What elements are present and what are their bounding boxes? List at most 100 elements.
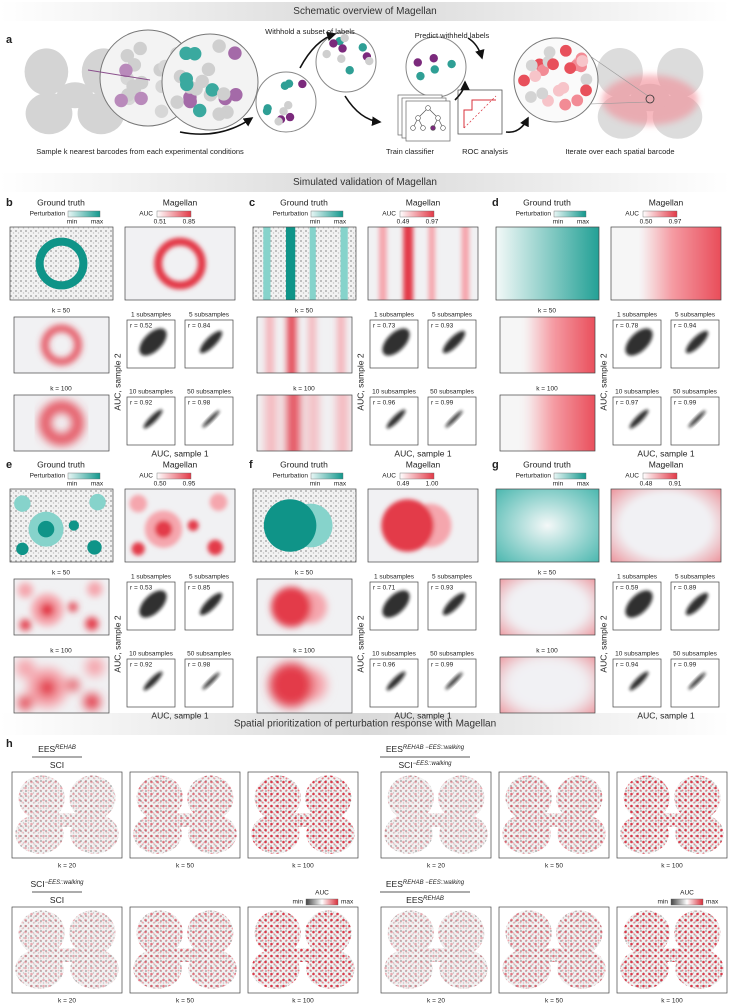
image-frame: [129, 771, 241, 859]
section-bar: [0, 2, 730, 21]
k-label: k = 50: [545, 998, 563, 1005]
image-frame: [610, 226, 722, 301]
legend-bar: [642, 472, 678, 480]
image: [10, 489, 113, 562]
legend-title: AUC: [625, 211, 639, 218]
correlation: r = 0.94: [674, 323, 697, 330]
correlation: r = 0.93: [431, 323, 454, 330]
legend-title: AUC: [139, 473, 153, 480]
flow-arrow: [344, 95, 382, 126]
ring: [35, 237, 88, 290]
image: [496, 489, 599, 562]
barcode-dot: [120, 48, 135, 63]
term-base: EES: [386, 744, 403, 754]
image-frame: [380, 771, 492, 859]
image-frame: [616, 771, 728, 859]
image-content: [381, 499, 452, 552]
axis-label: AUC, sample 2: [112, 353, 122, 410]
panel-a: a Withhold a subset of labels Predict with…: [6, 27, 704, 156]
term-sup: REHAB −EES::walking: [403, 745, 465, 751]
barcode-dot: [262, 106, 272, 116]
k-label: k = 100: [293, 386, 315, 393]
density-cloud: [139, 328, 167, 356]
stripe: [266, 317, 274, 373]
zoom-line: [589, 101, 649, 105]
correlation: r = 0.84: [188, 323, 211, 330]
image-frame: [610, 488, 722, 563]
subsample-label: 5 subsamples: [189, 312, 230, 319]
comparison: EESREHAB SCI k = 20 k = 50 k = 100: [11, 744, 359, 870]
subsample-label: 50 subsamples: [430, 651, 474, 658]
legend-max: 0.97: [426, 219, 439, 226]
legend-min: min: [310, 219, 321, 226]
image-frame: [252, 226, 357, 301]
image-content: [500, 395, 595, 451]
spot: [39, 602, 55, 618]
correlation: r = 0.97: [616, 400, 639, 407]
stripe: [309, 317, 315, 373]
spot: [37, 520, 55, 538]
legend-min: min: [293, 899, 304, 906]
image-content: [271, 586, 328, 628]
tissue-response: [251, 775, 355, 854]
image: [14, 317, 109, 373]
subsample-label: 1 subsamples: [617, 574, 658, 581]
legend-min: min: [658, 899, 669, 906]
subsample-label: 10 subsamples: [129, 389, 173, 396]
barcode-dot: [571, 94, 584, 107]
section-title: Schematic overview of Magellan: [293, 6, 436, 17]
subsample-label: 50 subsamples: [187, 389, 231, 396]
image-content: [266, 395, 348, 451]
column-title: Magellan: [649, 459, 684, 469]
image: [253, 489, 356, 562]
image-frame: [499, 394, 596, 452]
legend-max: max: [334, 481, 347, 488]
fraction-term: SCI−EES::walking: [30, 879, 84, 889]
density-cloud: [688, 672, 706, 690]
legend-min: min: [67, 219, 78, 226]
spot: [271, 586, 312, 628]
image-frame: [256, 656, 353, 714]
image: [10, 227, 113, 300]
axis-label: AUC, sample 1: [394, 448, 451, 458]
legend-title: AUC: [625, 473, 639, 480]
spot: [68, 520, 80, 531]
legend-bar: [156, 472, 192, 480]
spot: [187, 520, 199, 531]
step-label: Sample k nearest barcodes from each expe…: [36, 147, 244, 156]
axis-label: AUC, sample 1: [637, 448, 694, 458]
step-label: Predict withheld labels: [415, 31, 490, 40]
k-label: k = 20: [427, 998, 445, 1005]
image-frame: [498, 771, 610, 859]
image-frame: [129, 906, 241, 994]
density-cloud: [625, 328, 653, 356]
sample-link: [87, 69, 151, 81]
roc-diagonal: [463, 95, 497, 129]
image-frame: [252, 488, 357, 563]
legend-title: AUC: [139, 211, 153, 218]
image-content: [154, 237, 206, 290]
axis-label: AUC, sample 1: [151, 710, 208, 720]
correlation: r = 0.96: [373, 400, 396, 407]
image: [257, 395, 352, 451]
barcode-dot: [358, 43, 367, 52]
section-bar: [0, 713, 730, 735]
ring: [154, 237, 206, 290]
panel-label: f: [249, 459, 253, 471]
legend-max: max: [706, 899, 719, 906]
axis-label: AUC, sample 2: [355, 615, 365, 672]
comparison: EESREHAB −EES::walkingSCI−EES::walkingk …: [380, 744, 728, 870]
barcode-dot: [564, 62, 577, 74]
axis-label: AUC, sample 1: [394, 710, 451, 720]
k-label: k = 50: [545, 863, 563, 870]
legend-max: 1.00: [426, 481, 439, 488]
correlation: r = 0.92: [130, 400, 153, 407]
image-content: [14, 493, 106, 556]
k-label: k = 20: [58, 998, 76, 1005]
term-sup: −EES::walking: [45, 880, 85, 886]
correlation: r = 0.92: [130, 662, 153, 669]
barcode-dot: [192, 103, 207, 118]
zoom-circle: [161, 33, 259, 131]
image-content: [500, 579, 595, 635]
image: [14, 395, 109, 451]
